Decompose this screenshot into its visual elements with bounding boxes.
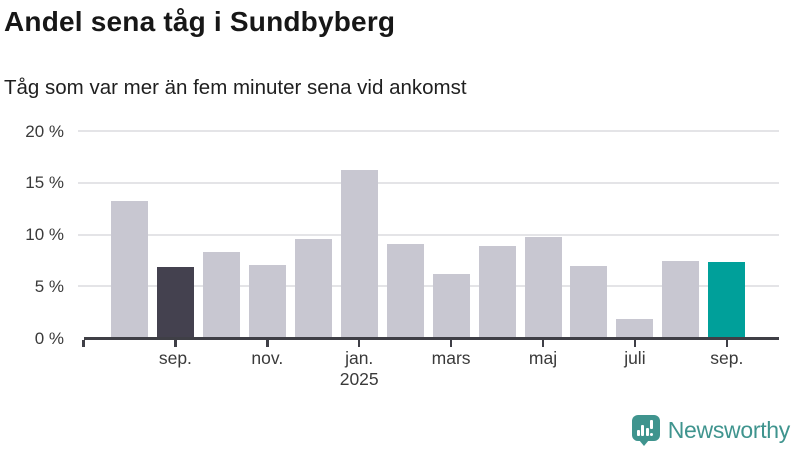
- newsworthy-logo: Newsworthy: [631, 413, 791, 447]
- gridline: [78, 130, 779, 132]
- x-axis-label: nov.: [251, 348, 284, 368]
- x-axis-year-label: 2025: [339, 369, 379, 389]
- x-axis-tick: [449, 339, 453, 347]
- x-axis-label: sep.: [710, 348, 744, 368]
- chart-subtitle: Tåg som var mer än fem minuter sena vid …: [4, 76, 467, 99]
- x-axis-tick: [541, 339, 545, 347]
- bar: [708, 262, 746, 338]
- bar: [110, 201, 148, 338]
- x-axis-label: sep.: [158, 348, 192, 368]
- chart-title: Andel sena tåg i Sundbyberg: [4, 6, 396, 37]
- x-axis-line: [83, 336, 779, 340]
- x-axis-tick: [725, 339, 729, 347]
- newsworthy-logo-icon: [631, 414, 660, 446]
- speech-bubble-tail: [638, 439, 649, 446]
- x-axis-label: maj: [528, 348, 558, 368]
- x-axis-tick: [174, 339, 177, 347]
- bar-chart-icon: [636, 419, 655, 436]
- gridline: [78, 181, 779, 184]
- x-axis-label: mars: [431, 348, 471, 368]
- bar: [478, 245, 516, 338]
- y-axis-label: 5 %: [34, 276, 64, 296]
- bar: [570, 265, 608, 338]
- bar: [386, 243, 424, 338]
- x-axis-label: jan. 2025: [314, 348, 404, 390]
- y-axis-label: 20 %: [25, 121, 64, 141]
- x-axis-tick: [82, 339, 85, 347]
- bar: [432, 273, 470, 338]
- bar: [294, 238, 332, 338]
- x-axis-tick: [357, 339, 361, 347]
- bar: [616, 319, 654, 338]
- x-axis-label: juli: [624, 348, 646, 368]
- y-axis-label: 10 %: [25, 225, 64, 244]
- bar: [248, 264, 286, 338]
- gridline: [78, 233, 779, 236]
- bar: [340, 170, 378, 338]
- newsworthy-logo-text: Newsworthy: [667, 416, 791, 443]
- x-axis-tick: [266, 339, 269, 347]
- bar: [156, 266, 194, 338]
- bar: [662, 261, 700, 338]
- bar: [202, 252, 240, 338]
- x-axis-tick: [633, 339, 637, 347]
- gridline: [78, 285, 779, 288]
- y-axis-label: 15 %: [25, 173, 64, 193]
- y-axis-label: 0 %: [34, 328, 64, 348]
- bar: [524, 236, 562, 338]
